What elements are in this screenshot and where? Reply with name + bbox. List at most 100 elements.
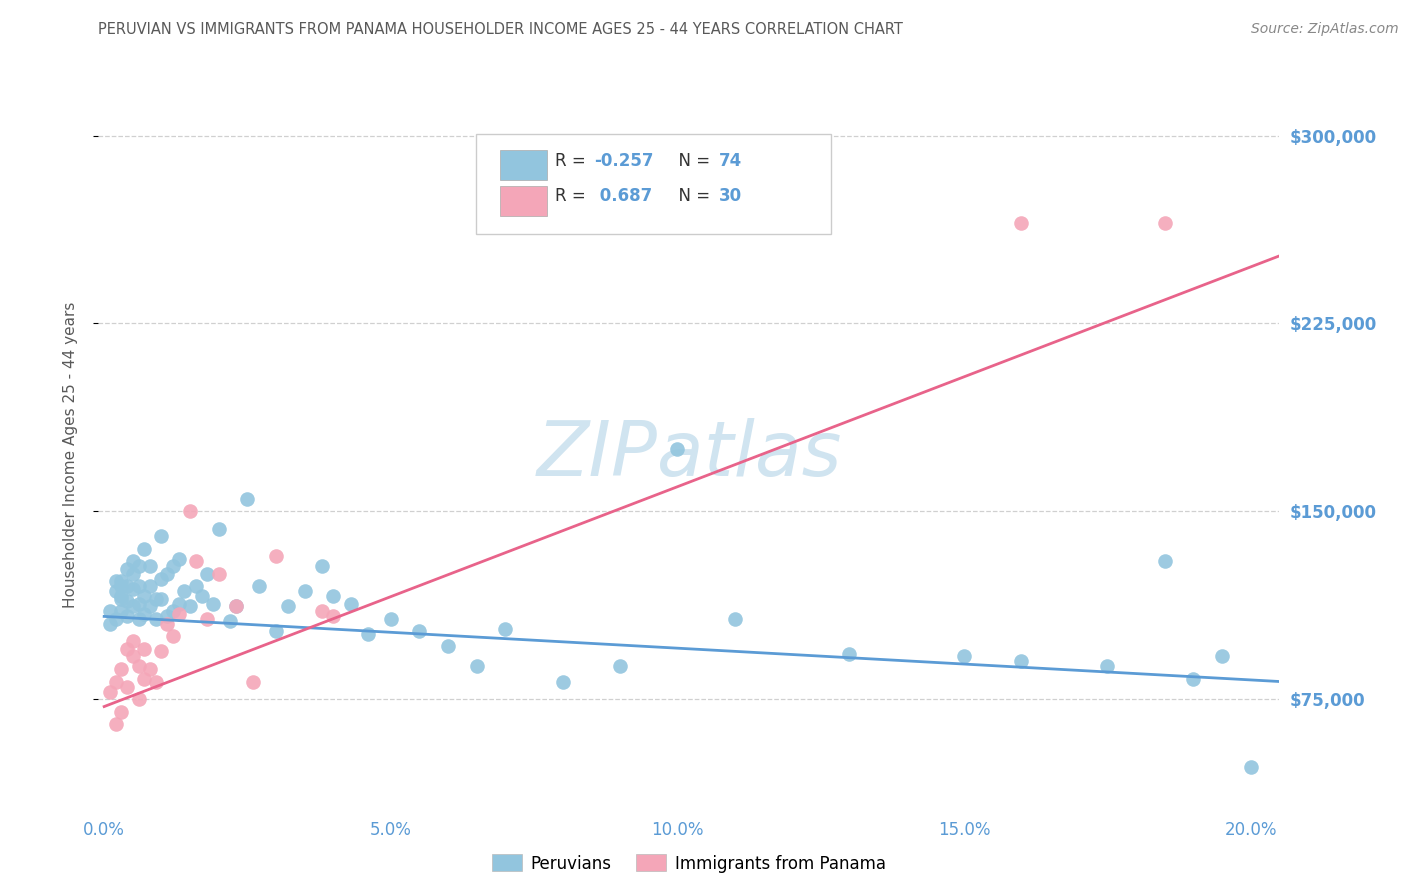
Point [128,612,150,626]
Text: 30: 30 [718,187,741,205]
Point [134,642,156,657]
Point [495,622,517,636]
Point [139,579,162,593]
Point [322,609,344,624]
Point [121,649,143,664]
Point [162,604,184,618]
Text: R =: R = [555,152,592,169]
Point [98,616,121,631]
Point [139,559,162,574]
Point [128,597,150,611]
Point [104,612,127,626]
Point [145,674,167,689]
Text: N =: N = [668,187,716,205]
Point [465,659,488,673]
Point [322,590,344,604]
Point [104,574,127,589]
Point [150,529,173,543]
Y-axis label: Householder Income Ages 25 - 44 years: Householder Income Ages 25 - 44 years [63,301,77,608]
Text: N =: N = [668,152,716,169]
Point [357,627,380,641]
Point [179,599,201,614]
Point [277,599,299,614]
Point [145,612,167,626]
Point [134,541,156,556]
Point [167,597,190,611]
Point [202,597,225,611]
Point [339,597,361,611]
Point [208,522,231,536]
Point [264,624,287,639]
Point [184,579,207,593]
Point [195,566,218,581]
Point [1097,659,1119,673]
Point [294,584,316,599]
Point [551,674,574,689]
Point [167,607,190,621]
Bar [501,186,547,216]
Text: Source: ZipAtlas.com: Source: ZipAtlas.com [1251,22,1399,37]
Point [115,562,138,576]
Point [110,579,132,593]
Point [134,672,156,686]
Point [1153,216,1175,230]
Point [128,579,150,593]
Point [408,624,430,639]
Point [128,559,150,574]
Point [838,647,860,661]
Text: ZIPatlas: ZIPatlas [536,418,842,491]
Point [134,590,156,604]
Point [115,579,138,593]
Point [208,566,231,581]
Point [173,584,195,599]
Point [242,674,264,689]
Point [179,504,201,518]
Point [115,609,138,624]
Point [184,554,207,568]
Point [666,442,689,456]
Point [247,579,270,593]
Point [145,591,167,606]
Point [110,590,132,604]
Point [110,591,132,606]
Point [1211,649,1233,664]
Point [98,684,121,698]
Text: -0.257: -0.257 [595,152,654,169]
Point [110,604,132,618]
Point [156,566,179,581]
Point [128,692,150,706]
Point [264,549,287,564]
Point [150,572,173,586]
Point [150,644,173,658]
Point [162,630,184,644]
Text: 0.687: 0.687 [595,187,652,205]
Point [1182,672,1205,686]
Point [156,616,179,631]
Point [219,615,242,629]
Point [167,551,190,566]
Point [104,674,127,689]
Legend: Peruvians, Immigrants from Panama: Peruvians, Immigrants from Panama [485,847,893,880]
Point [110,705,132,719]
Point [190,590,212,604]
Point [98,604,121,618]
Point [104,717,127,731]
Point [115,642,138,657]
Point [104,584,127,599]
Point [115,680,138,694]
Point [162,559,184,574]
Text: R =: R = [555,187,592,205]
Point [380,612,402,626]
Point [156,609,179,624]
Point [311,559,333,574]
Point [121,582,143,596]
Point [225,599,247,614]
Point [150,591,173,606]
Point [1011,655,1033,669]
Point [121,554,143,568]
Point [134,607,156,621]
Point [110,662,132,676]
Point [110,574,132,589]
Point [121,566,143,581]
Point [724,612,747,626]
